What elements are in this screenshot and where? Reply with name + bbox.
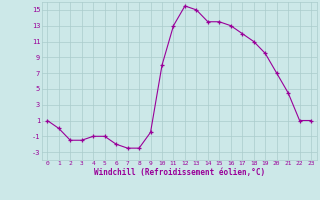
X-axis label: Windchill (Refroidissement éolien,°C): Windchill (Refroidissement éolien,°C) bbox=[94, 168, 265, 177]
